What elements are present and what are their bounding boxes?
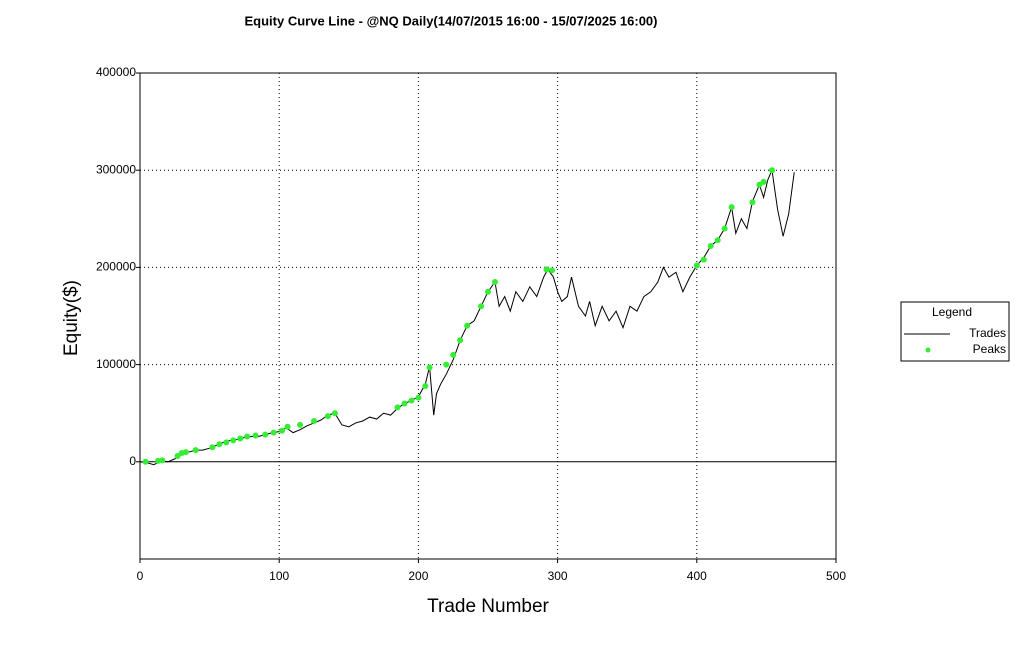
peak-point: [311, 417, 317, 424]
legend-label: Trades: [969, 326, 1006, 340]
peak-point: [394, 404, 401, 411]
peak-point: [408, 397, 415, 404]
legend-swatch: [925, 347, 931, 353]
y-tick-label: 0: [129, 454, 136, 468]
peak-point: [443, 361, 450, 368]
peak-point: [209, 444, 216, 451]
peak-point: [721, 225, 728, 232]
peak-point: [549, 267, 556, 274]
peak-point: [491, 278, 498, 285]
peak-point: [223, 439, 230, 446]
legend-label: Peaks: [973, 342, 1006, 356]
peak-point: [324, 413, 331, 420]
peak-point: [415, 394, 422, 401]
peak-point: [331, 410, 338, 417]
peak-point: [270, 429, 277, 436]
x-tick-label: 100: [269, 569, 289, 583]
x-tick-label: 500: [826, 569, 846, 583]
legend-title: Legend: [932, 305, 972, 319]
peak-point: [159, 457, 166, 464]
y-axis-label: Equity($): [61, 280, 82, 356]
peak-point: [426, 364, 433, 371]
x-tick-label: 200: [408, 569, 428, 583]
peak-point: [182, 449, 189, 456]
x-tick-label: 0: [137, 569, 144, 583]
peak-point: [252, 432, 259, 439]
peak-point: [192, 447, 199, 454]
peak-point: [768, 167, 775, 174]
x-tick-label: 300: [548, 569, 568, 583]
peak-point: [714, 237, 721, 244]
peak-point: [464, 322, 471, 329]
peak-point: [707, 243, 714, 250]
x-axis-label: Trade Number: [427, 596, 549, 617]
peak-point: [284, 423, 291, 430]
peak-point: [756, 181, 763, 188]
peak-point: [422, 382, 429, 389]
plot-frame: [139, 72, 837, 560]
peak-point: [230, 437, 237, 444]
x-tick-label: 400: [687, 569, 707, 583]
peak-point: [297, 421, 304, 428]
y-tick-label: 200000: [96, 260, 136, 274]
peak-point: [216, 441, 223, 448]
peak-point: [760, 178, 767, 185]
peak-point: [401, 400, 408, 407]
legend-box: [900, 301, 1010, 362]
peak-point: [244, 433, 251, 440]
peak-point: [485, 288, 491, 295]
peak-point: [693, 262, 700, 269]
peak-point: [262, 431, 269, 438]
y-tick-label: 100000: [96, 357, 136, 371]
peak-point: [142, 458, 149, 465]
peak-point: [457, 337, 464, 344]
y-tick-label: 400000: [96, 65, 136, 79]
chart-title: Equity Curve Line - @NQ Daily(14/07/2015…: [245, 13, 658, 28]
y-tick-label: 300000: [96, 162, 136, 176]
peak-point: [237, 435, 244, 442]
peak-point: [478, 303, 485, 310]
peak-point: [174, 452, 181, 459]
peak-point: [700, 256, 707, 263]
peak-point: [728, 204, 735, 211]
peak-point: [278, 427, 285, 434]
peak-point: [450, 351, 457, 358]
peak-point: [749, 199, 756, 206]
equity-line: [139, 168, 795, 466]
peak-point: [543, 266, 550, 273]
